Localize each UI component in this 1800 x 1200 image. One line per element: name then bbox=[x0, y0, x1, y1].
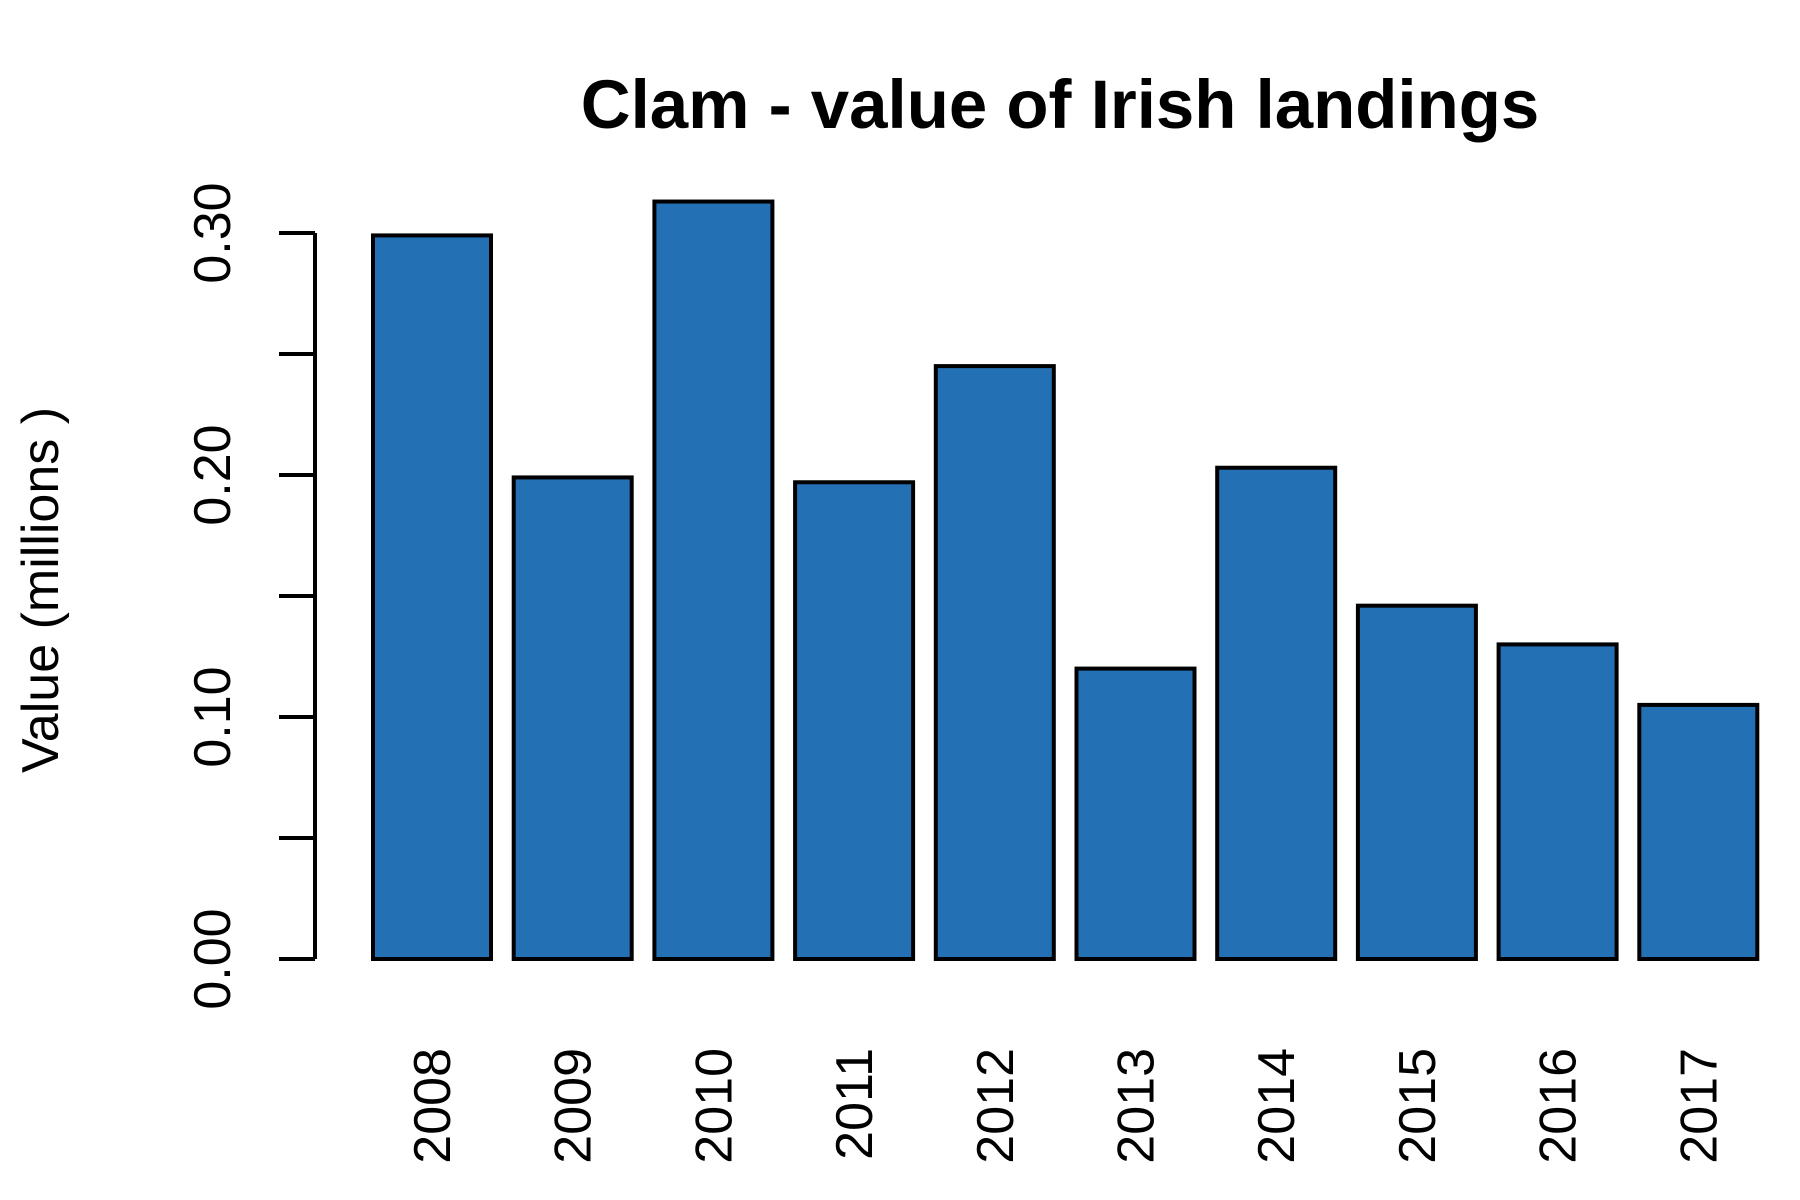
bar-2017 bbox=[1637, 702, 1760, 962]
bars-group bbox=[371, 199, 1760, 962]
y-axis-label: Value (millions ) bbox=[12, 407, 70, 773]
x-tick-label-2010: 2010 bbox=[685, 1048, 743, 1164]
y-axis-ticks: 0.00 0.10 0.20 0.30 bbox=[184, 182, 315, 1010]
x-tick-label-2011: 2011 bbox=[826, 1048, 884, 1160]
bar-2010 bbox=[652, 199, 775, 962]
bar-2008 bbox=[371, 233, 493, 962]
x-tick-label-2009: 2009 bbox=[545, 1048, 603, 1164]
bar-2013 bbox=[1074, 666, 1197, 961]
x-tick-label-2015: 2015 bbox=[1389, 1048, 1447, 1164]
chart-title: Clam - value of Irish landings bbox=[581, 66, 1540, 143]
y-tick-label: 0.20 bbox=[184, 424, 242, 525]
y-tick-label: 0.00 bbox=[184, 908, 242, 1009]
x-axis-tick-labels: 2008 2009 2010 2011 2012 2013 2014 2015 2016 2017 bbox=[404, 1048, 1728, 1164]
bar-2016 bbox=[1496, 642, 1619, 962]
x-tick-label-2013: 2013 bbox=[1108, 1048, 1166, 1164]
bar-2009 bbox=[511, 475, 634, 961]
bar-2012 bbox=[933, 364, 1056, 962]
x-tick-label-2014: 2014 bbox=[1248, 1048, 1306, 1164]
bar-2011 bbox=[793, 480, 916, 961]
bar-2015 bbox=[1355, 603, 1478, 961]
y-tick-label: 0.10 bbox=[184, 666, 242, 767]
x-tick-label-2017: 2017 bbox=[1670, 1048, 1728, 1164]
x-tick-label-2012: 2012 bbox=[967, 1048, 1025, 1164]
bar-2014 bbox=[1215, 465, 1338, 961]
x-tick-label-2016: 2016 bbox=[1530, 1048, 1588, 1164]
y-tick-label: 0.30 bbox=[184, 182, 242, 283]
x-tick-label-2008: 2008 bbox=[404, 1048, 462, 1164]
